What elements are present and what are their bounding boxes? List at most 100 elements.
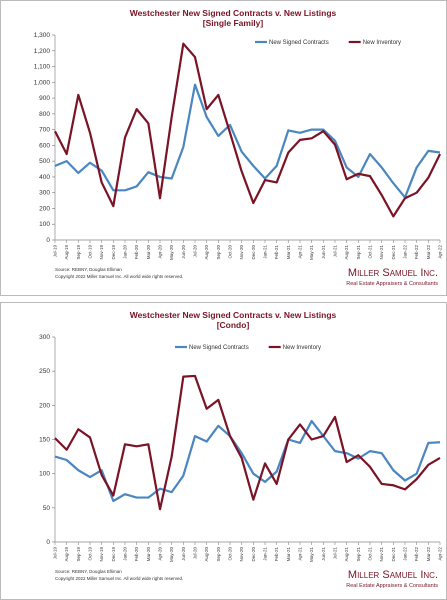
x-tick-label: Oct-21 xyxy=(368,547,373,561)
x-tick-label: Sep-19 xyxy=(76,245,81,260)
y-tick-label: 700 xyxy=(39,127,50,134)
x-tick-label: Dec-20 xyxy=(251,245,256,260)
x-tick-label: Apr-21 xyxy=(298,245,303,259)
x-tick-label: Apr-21 xyxy=(298,547,303,561)
data-line xyxy=(54,83,441,199)
chart-title: Westchester New Signed Contracts v. New … xyxy=(130,8,337,18)
brand-name: Miller Samuel Inc. xyxy=(348,267,438,279)
x-tick-label: Jun-20 xyxy=(181,245,186,259)
legend-label: New Inventory xyxy=(363,40,401,46)
x-tick-label: Nov-21 xyxy=(379,547,384,562)
x-tick-label: Aug-21 xyxy=(344,245,349,260)
x-tick-label: Jan-22 xyxy=(403,547,408,561)
y-tick-label: 600 xyxy=(39,142,50,149)
source-note: Source: REBNY, Douglas Elliman xyxy=(55,569,122,574)
chart-panel: Westchester New Signed Contracts v. New … xyxy=(0,302,447,600)
x-tick-label: Mar-22 xyxy=(426,547,431,562)
x-tick-label: Jun-21 xyxy=(321,547,326,561)
legend-label: New Signed Contracts xyxy=(189,345,249,351)
source-note: Source: REBNY, Douglas Elliman xyxy=(55,267,122,272)
y-tick-label: 800 xyxy=(39,111,50,118)
x-tick-label: Nov-20 xyxy=(239,547,244,562)
x-tick-label: Oct-20 xyxy=(228,547,233,561)
data-line xyxy=(54,42,441,218)
y-tick-label: 300 xyxy=(39,190,50,197)
y-tick-label: 300 xyxy=(39,334,50,341)
x-tick-label: Mar-20 xyxy=(146,245,151,260)
x-tick-label: Oct-19 xyxy=(88,245,93,259)
copyright-note: Copyright 2022 Miller Samuel Inc. All wo… xyxy=(55,576,183,581)
y-tick-label: 50 xyxy=(43,505,51,512)
brand-tagline: Real Estate Appraisers & Consultants xyxy=(346,281,438,287)
y-tick-label: 900 xyxy=(39,95,50,102)
y-tick-label: 200 xyxy=(39,402,50,409)
x-tick-label: Sep-21 xyxy=(356,245,361,260)
x-tick-label: Aug-20 xyxy=(204,245,209,260)
x-tick-label: Jan-20 xyxy=(123,245,128,259)
x-tick-label: Feb-22 xyxy=(414,547,419,562)
x-tick-label: Sep-20 xyxy=(216,245,221,260)
y-tick-label: 500 xyxy=(39,158,50,165)
x-tick-label: Jul-21 xyxy=(333,547,338,560)
x-tick-label: Jan-20 xyxy=(123,547,128,561)
x-tick-label: Oct-19 xyxy=(88,547,93,561)
legend-label: New Inventory xyxy=(283,345,321,351)
x-tick-label: Sep-19 xyxy=(76,547,81,562)
y-tick-label: 1,200 xyxy=(34,48,51,55)
x-tick-label: Jun-20 xyxy=(181,547,186,561)
x-tick-label: Apr-22 xyxy=(438,547,443,561)
chart-subtitle: [Single Family] xyxy=(203,18,264,28)
y-tick-label: 250 xyxy=(39,368,50,375)
x-tick-label: Sep-20 xyxy=(216,547,221,562)
x-tick-label: Oct-20 xyxy=(228,245,233,259)
x-tick-label: Jan-21 xyxy=(263,547,268,561)
x-tick-label: Feb-21 xyxy=(274,547,279,562)
x-tick-label: Aug-20 xyxy=(204,547,209,562)
x-tick-label: Mar-21 xyxy=(286,245,291,260)
x-tick-label: Feb-20 xyxy=(134,245,139,260)
x-tick-label: Jan-21 xyxy=(263,245,268,259)
x-tick-label: Jan-22 xyxy=(403,245,408,259)
copyright-note: Copyright 2022 Miller Samuel Inc. All wo… xyxy=(55,274,183,279)
x-tick-label: Aug-19 xyxy=(64,245,69,260)
x-tick-label: Jul-20 xyxy=(193,547,198,560)
y-tick-label: 1,300 xyxy=(34,32,51,39)
chart-panel: Westchester New Signed Contracts v. New … xyxy=(0,0,447,296)
y-tick-label: 100 xyxy=(39,221,50,228)
y-tick-label: 0 xyxy=(46,539,50,546)
brand-tagline: Real Estate Appraisers & Consultants xyxy=(346,583,438,589)
x-tick-label: Dec-19 xyxy=(111,245,116,260)
x-tick-label: Mar-20 xyxy=(146,547,151,562)
x-tick-label: Feb-22 xyxy=(414,245,419,260)
y-tick-label: 200 xyxy=(39,205,50,212)
x-tick-label: May-21 xyxy=(309,245,314,261)
x-tick-label: May-20 xyxy=(169,245,174,261)
x-tick-label: Dec-20 xyxy=(251,547,256,562)
x-tick-label: Nov-19 xyxy=(99,547,104,562)
x-tick-label: Aug-19 xyxy=(64,547,69,562)
x-tick-label: Feb-21 xyxy=(274,245,279,260)
x-tick-label: Dec-21 xyxy=(391,245,396,260)
x-tick-label: Oct-21 xyxy=(368,245,373,259)
legend-label: New Signed Contracts xyxy=(269,40,329,46)
data-line xyxy=(54,419,441,503)
x-tick-label: Aug-21 xyxy=(344,547,349,562)
x-tick-label: Apr-20 xyxy=(158,245,163,259)
x-tick-label: Sep-21 xyxy=(356,547,361,562)
y-tick-label: 1,000 xyxy=(34,79,51,86)
y-tick-label: 150 xyxy=(39,437,50,444)
data-line xyxy=(54,374,441,511)
brand-name: Miller Samuel Inc. xyxy=(348,569,438,581)
x-tick-label: May-20 xyxy=(169,547,174,563)
chart-subtitle: [Condo] xyxy=(217,320,250,330)
x-tick-label: Mar-22 xyxy=(426,245,431,260)
chart-title: Westchester New Signed Contracts v. New … xyxy=(130,310,337,320)
y-tick-label: 1,100 xyxy=(34,64,51,71)
x-tick-label: Nov-19 xyxy=(99,245,104,260)
x-tick-label: Jul-21 xyxy=(333,245,338,258)
x-tick-label: Nov-21 xyxy=(379,245,384,260)
y-tick-label: 400 xyxy=(39,174,50,181)
y-tick-label: 0 xyxy=(46,237,50,244)
x-tick-label: Jun-21 xyxy=(321,245,326,259)
